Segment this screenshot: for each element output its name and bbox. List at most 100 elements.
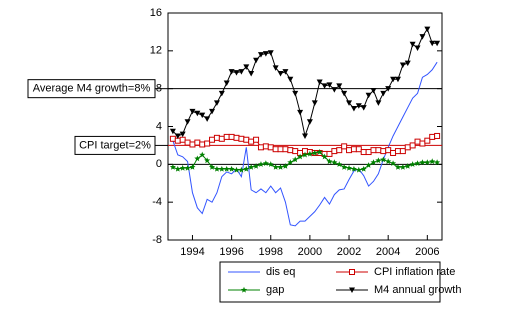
marker xyxy=(262,51,269,57)
marker xyxy=(282,69,289,75)
marker xyxy=(179,136,186,143)
annotation: CPI target=2% xyxy=(79,139,151,151)
marker xyxy=(326,158,333,165)
marker xyxy=(253,136,260,143)
marker xyxy=(385,86,392,92)
marker xyxy=(355,103,362,109)
marker xyxy=(238,69,245,75)
marker xyxy=(213,134,220,141)
marker xyxy=(419,34,426,40)
series-line xyxy=(172,61,438,227)
marker xyxy=(360,165,367,172)
marker xyxy=(414,160,421,166)
marker xyxy=(316,79,323,86)
y-tick-label: -4 xyxy=(152,196,162,208)
marker xyxy=(306,119,313,125)
marker xyxy=(370,159,377,166)
marker xyxy=(370,147,377,154)
marker xyxy=(349,269,355,275)
marker xyxy=(194,139,201,146)
marker xyxy=(336,83,343,89)
marker xyxy=(429,40,436,47)
marker xyxy=(272,65,279,71)
series-line xyxy=(172,27,438,138)
legend-label: dis eq xyxy=(266,266,295,278)
legend-label: CPI inflation rate xyxy=(374,266,455,278)
marker xyxy=(414,138,421,145)
marker xyxy=(306,150,313,157)
marker xyxy=(248,138,255,145)
marker xyxy=(179,164,186,171)
marker xyxy=(341,90,348,97)
marker xyxy=(204,140,211,147)
marker xyxy=(174,133,181,139)
marker xyxy=(321,153,328,160)
marker xyxy=(238,135,245,142)
marker xyxy=(169,163,176,170)
marker xyxy=(233,134,240,141)
marker xyxy=(390,160,397,166)
annotation: Average M4 growth=8% xyxy=(33,83,151,95)
marker xyxy=(169,128,176,135)
marker xyxy=(169,135,176,142)
marker xyxy=(429,158,436,165)
marker xyxy=(228,133,235,140)
marker xyxy=(360,105,367,111)
marker xyxy=(365,162,372,168)
marker xyxy=(346,147,353,154)
marker xyxy=(375,157,382,164)
y-tick-label: -8 xyxy=(152,234,162,246)
marker xyxy=(209,136,216,143)
marker xyxy=(189,141,196,148)
marker xyxy=(404,60,411,67)
marker xyxy=(316,148,323,155)
marker xyxy=(380,90,387,97)
marker xyxy=(355,146,362,153)
marker xyxy=(370,88,377,94)
marker xyxy=(399,148,406,155)
marker xyxy=(218,135,225,142)
marker xyxy=(331,87,338,93)
marker xyxy=(336,161,343,167)
marker xyxy=(199,141,206,148)
marker xyxy=(404,163,411,169)
marker xyxy=(434,132,441,139)
y-tick-label: 4 xyxy=(156,120,162,132)
marker xyxy=(336,147,343,154)
marker xyxy=(346,100,353,106)
marker xyxy=(287,76,294,83)
marker xyxy=(218,90,225,97)
marker xyxy=(213,165,220,172)
marker xyxy=(404,144,411,151)
marker xyxy=(434,159,441,166)
marker xyxy=(282,146,289,153)
marker xyxy=(399,62,406,69)
marker xyxy=(209,108,216,115)
marker xyxy=(429,133,436,140)
marker xyxy=(380,156,387,163)
marker xyxy=(267,161,274,167)
marker xyxy=(240,286,248,293)
marker xyxy=(248,163,255,170)
marker xyxy=(233,70,240,76)
marker xyxy=(179,131,186,138)
marker xyxy=(199,112,206,119)
marker xyxy=(282,163,289,169)
marker xyxy=(243,165,250,172)
x-tick-label: 2004 xyxy=(376,246,400,258)
marker xyxy=(311,149,318,156)
marker xyxy=(326,150,333,157)
y-tick-label: 16 xyxy=(150,7,162,19)
legend-label: M4 annual growth xyxy=(374,284,461,296)
marker xyxy=(218,165,225,172)
x-tick-label: 2000 xyxy=(298,246,322,258)
marker xyxy=(331,159,338,166)
marker xyxy=(204,116,211,122)
marker xyxy=(434,40,441,47)
marker xyxy=(233,166,240,173)
marker xyxy=(385,147,392,154)
marker xyxy=(394,148,401,155)
marker xyxy=(194,110,201,117)
marker xyxy=(272,146,279,153)
